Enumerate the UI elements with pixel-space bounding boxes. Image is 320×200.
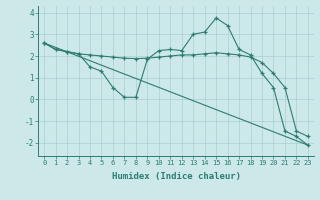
X-axis label: Humidex (Indice chaleur): Humidex (Indice chaleur) xyxy=(111,172,241,181)
